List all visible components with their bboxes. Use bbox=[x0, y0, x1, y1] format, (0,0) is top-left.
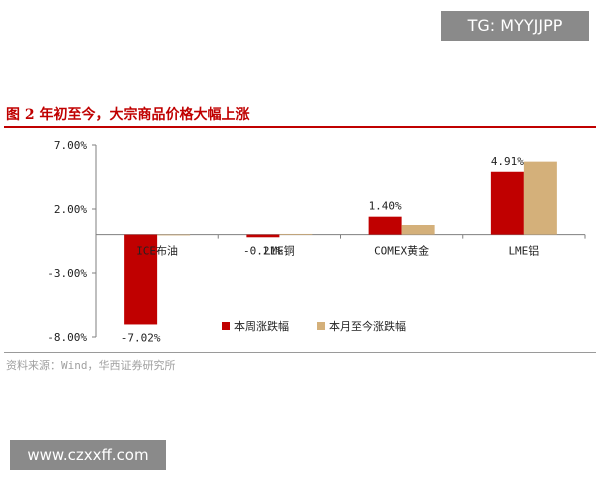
bar-weekly bbox=[246, 234, 280, 238]
legend-label: 本周涨跌幅 bbox=[234, 319, 289, 333]
y-tick-label: -3.00% bbox=[47, 267, 87, 280]
chart-legend: 本周涨跌幅 本月至今涨跌幅 bbox=[222, 319, 406, 333]
bar-ytd bbox=[279, 233, 313, 235]
legend-swatch bbox=[222, 322, 230, 330]
data-label: 4.91% bbox=[491, 155, 524, 168]
bar-ytd bbox=[401, 225, 435, 235]
watermark-bottom: www.czxxff.com bbox=[10, 440, 166, 470]
category-label: COMEX黄金 bbox=[374, 244, 429, 258]
source-rule bbox=[4, 352, 596, 353]
chart-bars bbox=[124, 161, 557, 325]
bar-weekly bbox=[124, 234, 158, 325]
chart-axes: 7.00% 2.00% -3.00% -8.00% bbox=[47, 139, 586, 344]
figure-title: 图 2 年初至今，大宗商品价格大幅上涨 bbox=[6, 107, 250, 123]
chart-labels: ICE布油 -7.02% LME铜-0.21% COMEX黄金 1.40% LME铝 4.9… bbox=[121, 155, 540, 345]
bar-weekly bbox=[490, 171, 524, 235]
y-tick-label: 7.00% bbox=[54, 139, 87, 152]
category-label: LME铝 bbox=[508, 244, 539, 258]
source-note: 资料来源：Wind，华西证券研究所 bbox=[6, 359, 176, 372]
category-label: LME铜 bbox=[264, 244, 295, 258]
y-tick-label: 2.00% bbox=[54, 203, 87, 216]
legend-label: 本月至今涨跌幅 bbox=[329, 319, 406, 333]
y-tick-label: -8.00% bbox=[47, 331, 87, 344]
data-label: -7.02% bbox=[121, 331, 161, 344]
data-label: -0.21% bbox=[243, 244, 283, 257]
category-label: ICE布油 bbox=[136, 244, 178, 258]
data-label: 1.40% bbox=[369, 200, 402, 213]
bar-ytd bbox=[523, 161, 557, 235]
bar-weekly bbox=[368, 216, 402, 235]
watermark-top: TG: MYYJJPP bbox=[441, 11, 589, 41]
legend-swatch bbox=[317, 322, 325, 330]
title-rule bbox=[4, 126, 596, 128]
bar-ytd bbox=[157, 234, 191, 236]
